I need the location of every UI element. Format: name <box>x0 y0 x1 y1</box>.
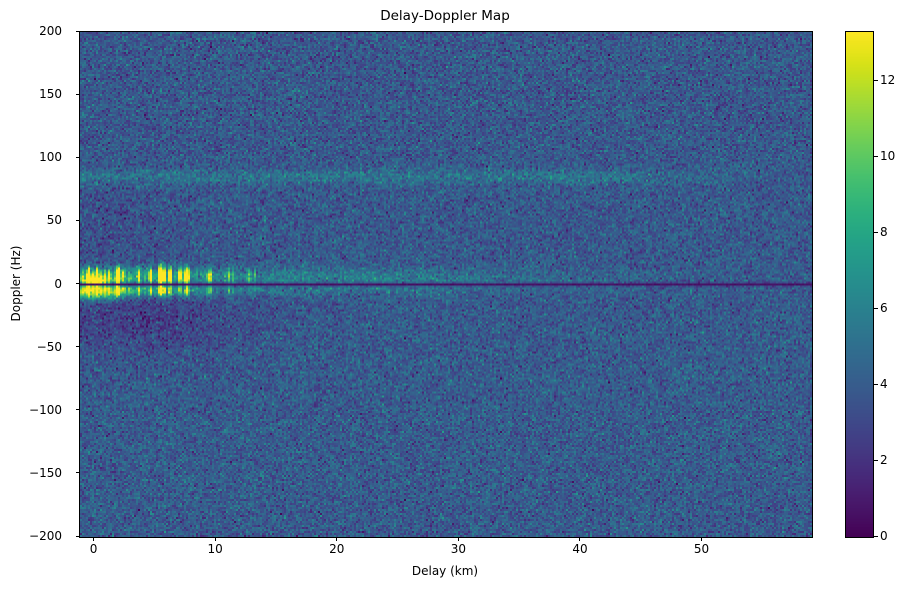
y-tick-mark <box>75 156 79 158</box>
x-tick-label: 40 <box>572 542 588 556</box>
colorbar-tick-mark <box>874 383 878 385</box>
y-tick-label: 50 <box>46 213 62 228</box>
x-tick-mark <box>93 537 95 541</box>
colorbar-gradient <box>846 32 873 537</box>
y-tick-label: −50 <box>36 339 62 354</box>
y-tick-mark <box>75 93 79 95</box>
x-tick-mark <box>214 537 216 541</box>
x-tick-label: 20 <box>329 542 345 556</box>
colorbar-tick-label: 6 <box>880 301 888 316</box>
page-title: Delay-Doppler Map <box>380 8 510 24</box>
y-tick-mark <box>75 472 79 474</box>
colorbar-tick-mark <box>874 535 878 537</box>
y-tick-label: 150 <box>39 87 62 102</box>
delay-doppler-heatmap <box>80 32 812 537</box>
y-tick-label: −150 <box>29 465 62 480</box>
y-tick-label: 100 <box>39 150 62 165</box>
y-tick-mark <box>75 346 79 348</box>
colorbar-tick-mark <box>874 307 878 309</box>
y-tick-mark <box>75 535 79 537</box>
x-tick-mark <box>579 537 581 541</box>
y-tick-mark <box>75 409 79 411</box>
y-tick-label: 0 <box>54 276 62 291</box>
x-tick-label: 50 <box>693 542 710 556</box>
y-tick-mark <box>75 219 79 221</box>
heatmap-axes <box>79 31 813 538</box>
colorbar-tick-mark <box>874 231 878 233</box>
colorbar-tick-label: 4 <box>880 377 888 392</box>
x-tick-label: 30 <box>450 542 467 556</box>
y-tick-mark <box>75 283 79 284</box>
x-tick-mark <box>336 537 338 541</box>
colorbar <box>845 31 874 538</box>
colorbar-tick-label: 12 <box>880 73 896 88</box>
colorbar-tick-mark <box>874 79 878 81</box>
x-tick-mark <box>457 537 459 541</box>
x-tick-label: 10 <box>207 542 223 556</box>
x-axis-label: Delay (km) <box>411 564 479 578</box>
colorbar-tick-mark <box>874 459 878 461</box>
colorbar-tick-label: 10 <box>880 149 896 164</box>
colorbar-tick-label: 2 <box>880 453 888 468</box>
y-tick-label: −200 <box>29 529 62 543</box>
x-tick-label: 0 <box>89 542 98 556</box>
colorbar-tick-label: 0 <box>880 529 888 543</box>
y-tick-label: −100 <box>29 402 62 417</box>
y-axis-label: Doppler (Hz) <box>9 245 23 322</box>
x-tick-mark <box>701 537 703 541</box>
y-tick-mark <box>75 30 79 32</box>
y-tick-label: 200 <box>39 24 62 38</box>
colorbar-tick-mark <box>874 155 878 157</box>
colorbar-tick-label: 8 <box>880 225 888 240</box>
